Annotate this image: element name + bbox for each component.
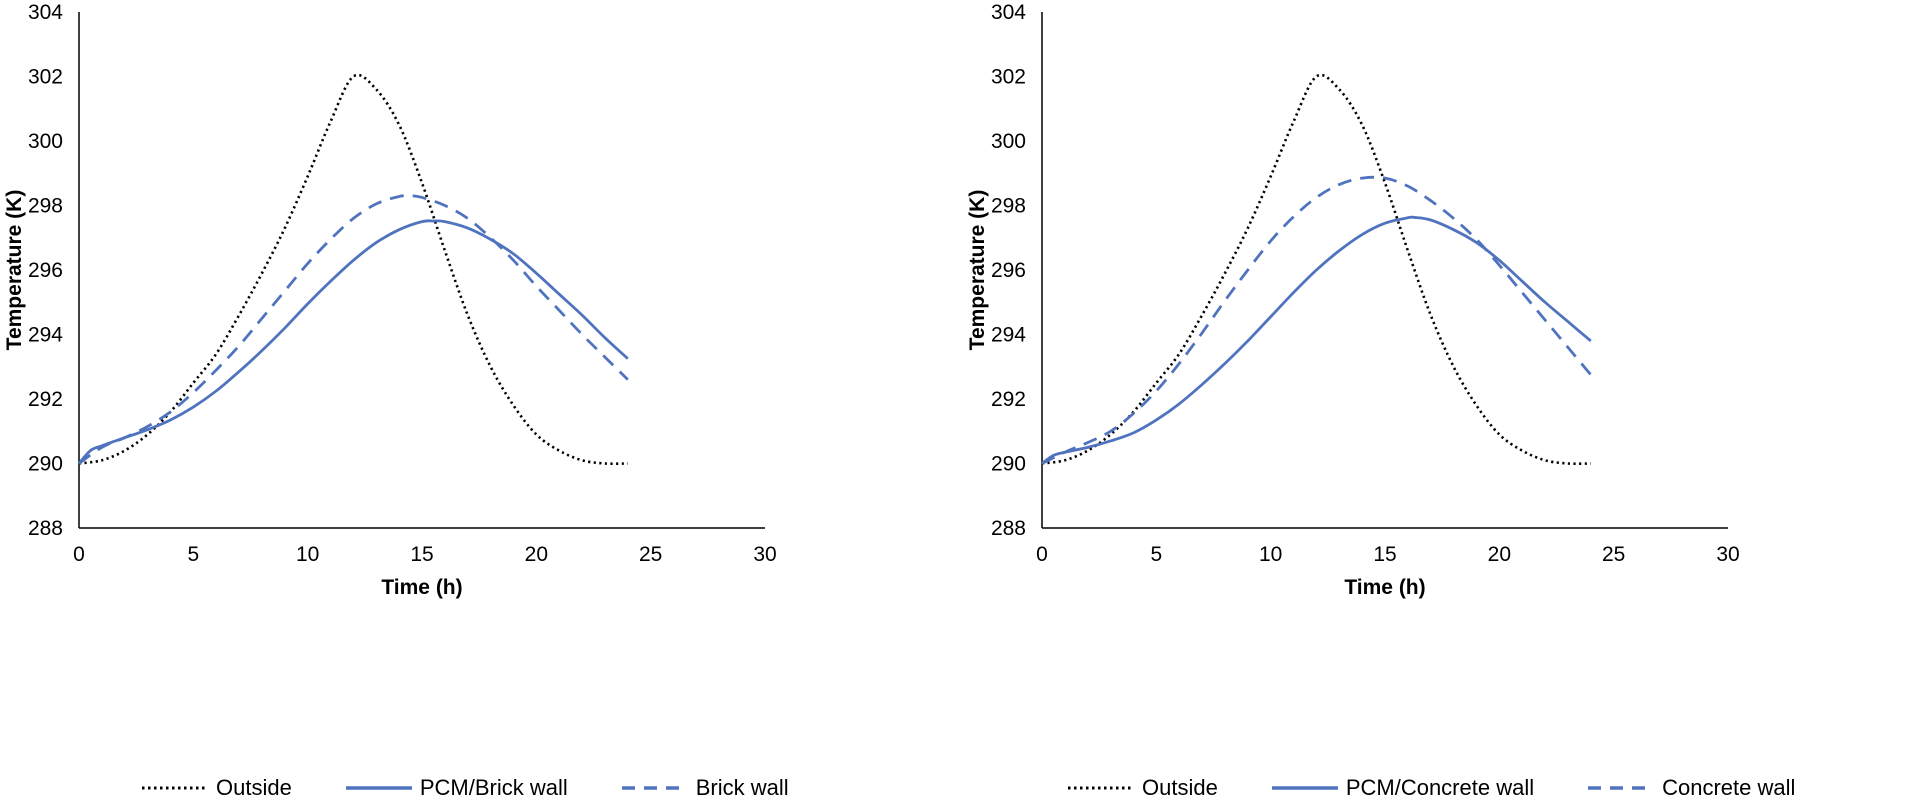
y-tick-label: 302	[28, 66, 63, 89]
x-tick-label: 5	[1150, 543, 1162, 566]
legend-swatch-dotted-icon	[1068, 786, 1134, 790]
x-tick-label: 15	[410, 543, 433, 566]
x-axis-title: Time (h)	[1344, 576, 1425, 599]
legend-item-outside: Outside	[1066, 775, 1218, 801]
x-tick-label: 30	[1716, 543, 1739, 566]
legend-label: PCM/Concrete wall	[1345, 775, 1535, 800]
y-tick-label: 296	[28, 259, 63, 282]
y-tick-label: 292	[991, 388, 1026, 411]
y-tick-label: 298	[28, 195, 63, 218]
y-axis-title: Temperature (K)	[3, 190, 26, 351]
legend-concrete: Outside PCM/Concrete wall Concrete wall	[1066, 771, 1847, 805]
legend-label: Brick wall	[695, 775, 789, 800]
legend-label: Outside	[1142, 775, 1218, 800]
legend-item-outside: Outside	[140, 775, 292, 801]
y-axis-title: Temperature (K)	[966, 190, 989, 351]
series-line-pcm-brick-wall	[77, 219, 629, 465]
x-tick-label: 20	[525, 543, 548, 566]
y-tick-label: 296	[991, 259, 1026, 282]
x-tick-label: 25	[639, 543, 662, 566]
x-tick-label: 15	[1373, 543, 1396, 566]
legend-item-pcm-brick: PCM/Brick wall	[344, 775, 568, 801]
legend-label: Outside	[216, 775, 292, 800]
series-line-concrete-wall	[1041, 175, 1592, 465]
x-tick-label: 30	[753, 543, 776, 566]
y-tick-label: 288	[28, 517, 63, 540]
chart-panel-concrete: 288 290 292 294 296 298 300 302 304 0 5 10 15 20 25 30 T…	[963, 0, 1925, 810]
x-tick-label: 25	[1602, 543, 1625, 566]
y-tick-label: 294	[28, 324, 63, 347]
x-tick-label: 5	[187, 543, 199, 566]
y-tick-label: 304	[28, 1, 63, 24]
y-tick-label: 298	[991, 195, 1026, 218]
y-tick-label: 294	[991, 324, 1026, 347]
legend-item-pcm-concrete: PCM/Concrete wall	[1270, 775, 1534, 801]
legend-item-brick: Brick wall	[620, 775, 789, 801]
legend-swatch-dashed-icon	[621, 786, 688, 790]
y-tick-label: 302	[991, 66, 1026, 89]
legend-swatch-dotted-icon	[142, 786, 208, 790]
y-tick-label: 300	[991, 130, 1026, 153]
y-tick-label: 288	[991, 517, 1026, 540]
legend-brick: Outside PCM/Brick wall Brick wall	[140, 771, 841, 805]
legend-label: Concrete wall	[1662, 775, 1796, 800]
chart-panel-brick: 288 290 292 294 296 298 300 302 304 0 5 10 15 20 25 30 T…	[0, 0, 962, 810]
legend-swatch-dashed-icon	[1588, 786, 1655, 790]
series-line-pcm-concrete-wall	[1041, 215, 1592, 465]
y-tick-label: 290	[991, 453, 1026, 476]
x-tick-label: 10	[1259, 543, 1282, 566]
series-line-outside	[78, 73, 628, 466]
legend-swatch-solid-icon	[1271, 786, 1338, 790]
x-axis-title: Time (h)	[381, 576, 462, 599]
x-tick-label: 0	[73, 543, 85, 566]
x-tick-label: 20	[1488, 543, 1511, 566]
y-tick-label: 290	[28, 453, 63, 476]
y-tick-label: 292	[28, 388, 63, 411]
y-tick-label: 300	[28, 130, 63, 153]
legend-label: PCM/Brick wall	[419, 775, 568, 800]
legend-swatch-solid-icon	[345, 786, 412, 790]
x-tick-label: 10	[296, 543, 319, 566]
legend-item-concrete: Concrete wall	[1586, 775, 1795, 801]
y-tick-label: 304	[991, 1, 1026, 24]
chart-brick-wall: 288 290 292 294 296 298 300 302 304 0 5 10 15 20 25 30 T…	[3, 1, 777, 599]
chart-concrete-wall: 288 290 292 294 296 298 300 302 304 0 5 10 15 20 25 30 T…	[966, 1, 1740, 599]
x-tick-label: 0	[1036, 543, 1048, 566]
